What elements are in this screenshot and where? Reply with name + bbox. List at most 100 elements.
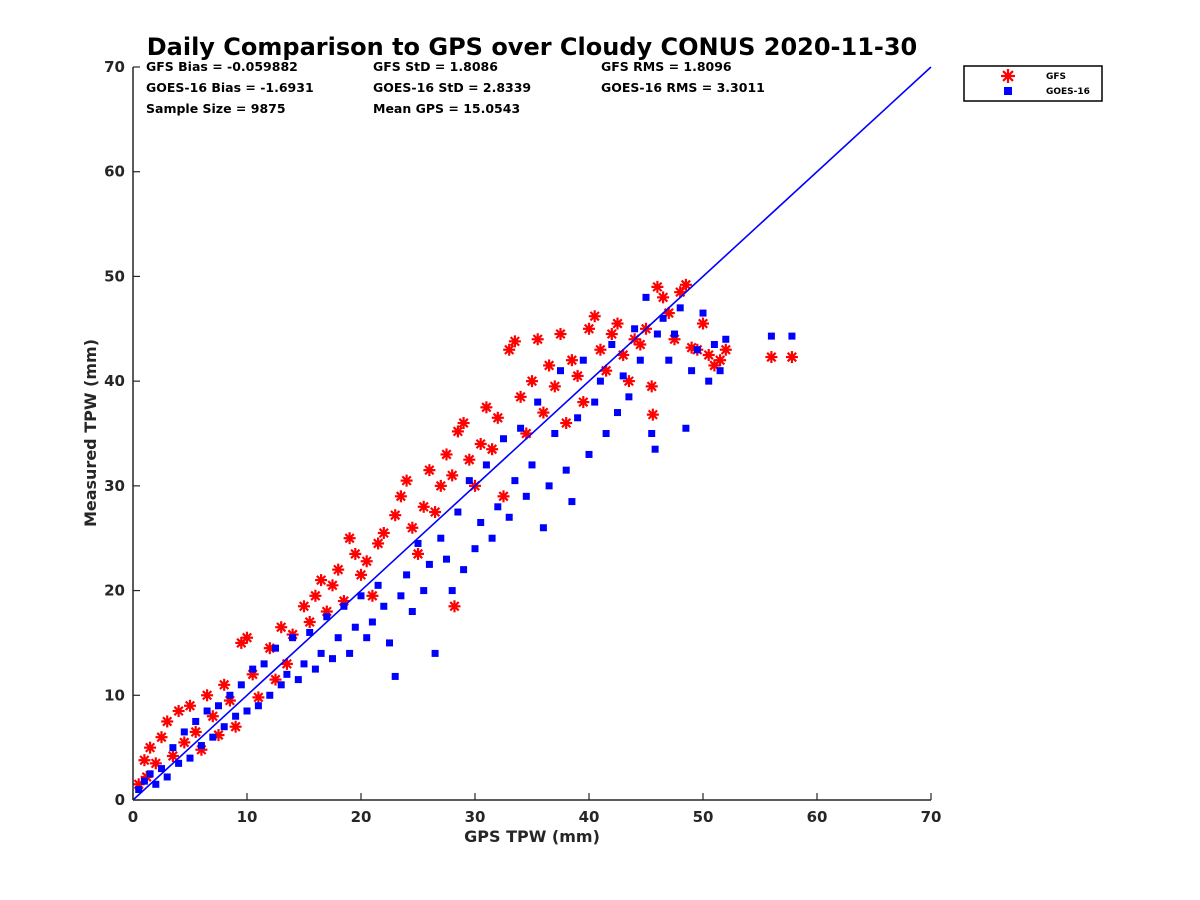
goes16-point (289, 634, 297, 642)
goes16-point (671, 330, 678, 338)
goes16-point (579, 356, 587, 364)
goes16-point (135, 786, 143, 794)
goes16-point (357, 592, 365, 600)
gfs-point (457, 417, 470, 430)
gfs-point (514, 390, 527, 403)
goes16-point (351, 623, 359, 631)
goes16-point (557, 367, 564, 375)
gfs-point (657, 291, 670, 304)
gfs-point (594, 343, 607, 356)
gfs-point (446, 469, 459, 482)
gfs-point (412, 547, 424, 560)
goes16-point (705, 377, 713, 385)
stat-goes-bias: GOES-16 Bias = -1.6931 (146, 80, 314, 95)
gfs-point (229, 720, 242, 733)
goes16-point (545, 482, 553, 490)
legend-gfs-marker (1001, 69, 1015, 83)
gfs-point (189, 725, 202, 738)
goes16-point (494, 503, 502, 511)
goes16-point (591, 398, 599, 406)
x-tick-label: 30 (465, 808, 486, 826)
goes16-point (517, 424, 525, 432)
y-tick-label: 60 (104, 163, 125, 181)
goes16-point (482, 461, 490, 469)
gfs-point (429, 506, 442, 519)
gfs-point (372, 537, 385, 550)
chart-title: Daily Comparison to GPS over Cloudy CONU… (147, 33, 918, 61)
goes16-point (636, 356, 644, 364)
gfs-point (298, 600, 310, 613)
x-tick-label: 20 (351, 808, 372, 826)
gfs-point (360, 555, 373, 568)
goes16-point (192, 717, 200, 725)
gfs-point (303, 615, 316, 628)
gfs-point (645, 380, 658, 393)
goes16-point (716, 367, 724, 375)
goes16-point (454, 508, 462, 516)
goes16-point (625, 393, 633, 401)
gfs-point (531, 333, 544, 346)
stat-gfs-std: GFS StD = 1.8086 (373, 59, 498, 74)
y-axis-label: Measured TPW (mm) (81, 339, 100, 527)
legend-gfs-asterisk (1001, 69, 1015, 83)
goes16-point (431, 649, 439, 657)
goes16-point (693, 346, 701, 354)
goes16-point (397, 592, 405, 600)
gfs-point (605, 328, 618, 341)
goes16-point (334, 634, 342, 642)
x-tick-label: 40 (579, 808, 600, 826)
goes16-point (386, 639, 393, 647)
goes16-point (534, 398, 542, 406)
x-tick-label: 70 (921, 808, 942, 826)
goes16-point (659, 314, 667, 322)
one-to-one-line (132, 66, 932, 801)
gfs-point (679, 278, 692, 291)
x-tick-label: 10 (237, 808, 258, 826)
gfs-point (149, 757, 162, 770)
gfs-point (497, 490, 510, 503)
stat-goes-rms: GOES-16 RMS = 3.3011 (601, 80, 765, 95)
gfs-point (651, 280, 664, 293)
gfs-point (394, 490, 407, 503)
gfs-point (366, 589, 379, 602)
goes16-point (596, 377, 604, 385)
gfs-point (785, 351, 798, 364)
goes16-point (619, 372, 627, 380)
goes16-point (511, 477, 519, 485)
goes16-point (653, 330, 661, 338)
goes16-point (562, 466, 570, 474)
goes16-point (414, 539, 422, 547)
goes16-point (203, 707, 211, 715)
goes16-point (437, 534, 445, 542)
goes16-point (788, 332, 796, 340)
gfs-point (543, 359, 556, 372)
y-tick-label: 40 (104, 372, 125, 390)
gfs-point (434, 479, 447, 492)
gfs-point (389, 509, 402, 522)
gfs-point (377, 526, 390, 539)
gfs-point (634, 338, 647, 351)
goes16-point (266, 691, 274, 699)
stat-sample-size: Sample Size = 9875 (146, 101, 286, 116)
goes16-point (197, 742, 205, 750)
gfs-point (719, 343, 732, 356)
gfs-point (309, 589, 322, 602)
goes16-point (471, 545, 479, 553)
goes16-point (260, 660, 268, 668)
gfs-point (343, 532, 356, 545)
gfs-point (144, 741, 157, 754)
goes16-point (237, 681, 245, 689)
goes16-point (169, 744, 177, 752)
goes16-point (722, 335, 730, 343)
goes16-point (648, 430, 656, 437)
gfs-point (417, 500, 430, 513)
y-tick-label: 50 (104, 267, 125, 285)
gfs-point (423, 464, 436, 477)
goes16-point (682, 424, 690, 432)
goes16-point (317, 649, 325, 657)
goes16-point (158, 765, 165, 773)
goes16-point (767, 332, 775, 340)
goes16-point (283, 670, 291, 678)
goes16-point (688, 367, 696, 375)
goes16-point (215, 702, 222, 710)
